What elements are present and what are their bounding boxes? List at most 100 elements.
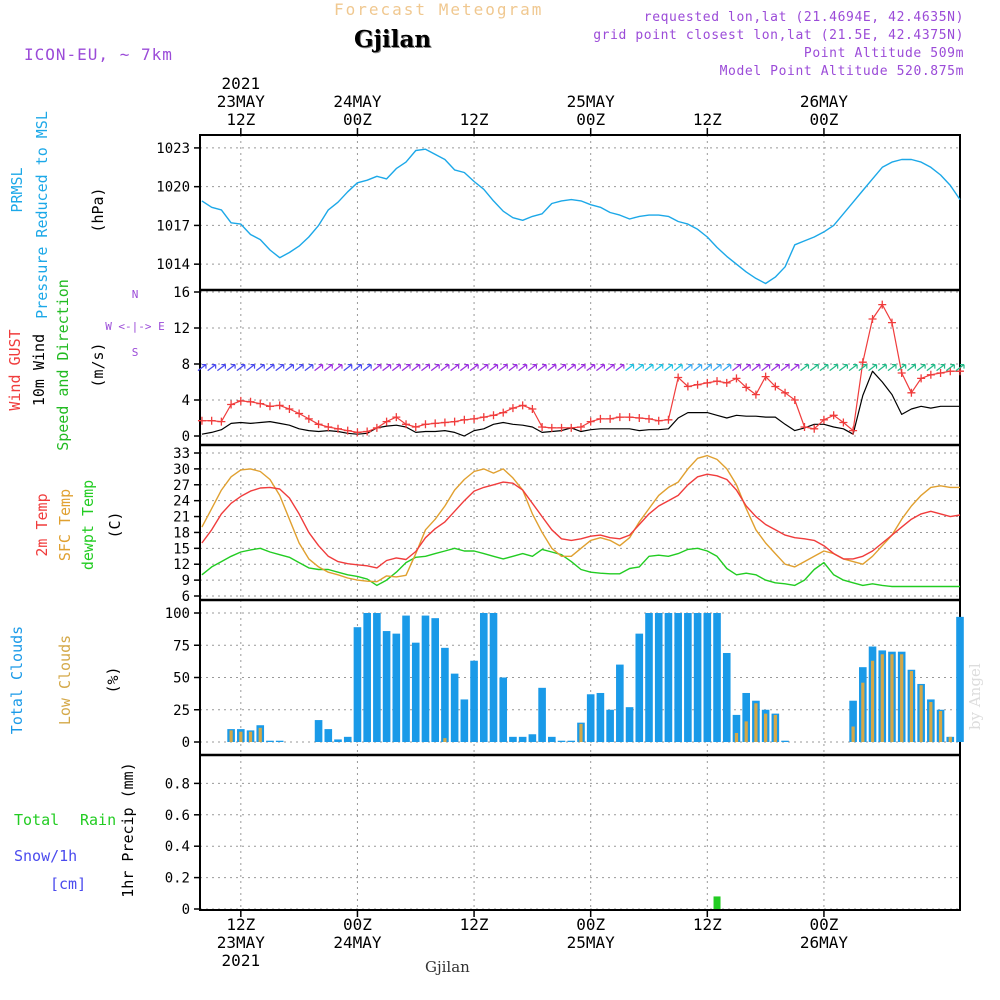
wind-direction-arrow <box>945 364 955 372</box>
model-point-altitude: Model Point Altitude 520.875m <box>719 64 964 79</box>
wind-gust-marker <box>227 400 236 409</box>
y-tick-label: 6 <box>182 589 190 605</box>
total-cloud-bar <box>557 740 566 742</box>
wind-direction-arrow <box>800 364 810 372</box>
wind-gust-marker <box>664 415 673 424</box>
top-axis-label: 12Z <box>460 110 489 129</box>
y-tick-label: 8 <box>182 357 190 373</box>
rain-label: Rain <box>80 811 116 829</box>
y-tick-label: 0 <box>182 902 190 918</box>
wind-direction-arrow <box>489 364 499 372</box>
requested-coords: requested lon,lat (21.4694E, 42.4635N) <box>643 10 964 25</box>
wind-direction-arrow <box>790 364 800 372</box>
total-cloud-bar <box>460 699 469 742</box>
total-cloud-bar <box>732 714 741 742</box>
wind-gust-marker <box>470 414 479 423</box>
wind-gust-marker <box>635 414 644 422</box>
wind-direction-arrow <box>848 364 858 372</box>
wind-direction-arrow <box>391 364 401 372</box>
wind-direction-arrow <box>362 364 372 372</box>
y-tick-label: 21 <box>173 510 190 526</box>
wind-gust-marker <box>839 418 848 427</box>
total-cloud-bar <box>382 631 391 742</box>
location-title: Gjilan <box>354 26 432 53</box>
low-cloud-bar <box>773 714 777 742</box>
wind-gust-marker <box>499 408 508 417</box>
bottom-axis-label: 26MAY <box>800 933 849 952</box>
y-tick-label: 1023 <box>156 141 190 157</box>
wind-gust-marker <box>829 411 838 420</box>
wind-unit: (m/s) <box>89 342 107 387</box>
y-tick-label: 15 <box>173 541 190 557</box>
wind-direction-arrow <box>770 364 780 372</box>
low-cloud-bar <box>248 731 253 742</box>
low-cloud-bar <box>929 702 933 742</box>
wind-gust-marker <box>363 427 372 436</box>
y-tick-label: 0.6 <box>165 808 190 824</box>
total-cloud-bar <box>373 613 381 742</box>
wind-direction-arrow <box>479 364 489 372</box>
total-cloud-bar <box>402 615 410 742</box>
total-cloud-bar <box>392 633 401 742</box>
compass-north: N <box>132 288 139 301</box>
wind-gust-marker <box>518 401 527 410</box>
wind-gust-marker <box>878 300 887 309</box>
y-tick-label: 0.2 <box>165 871 190 887</box>
wind-gust-marker <box>314 420 323 429</box>
wind-direction-arrow <box>809 364 819 372</box>
total-cloud-bar <box>343 736 352 742</box>
wind-gust-marker <box>334 424 343 433</box>
bottom-axis-label: 00Z <box>809 915 838 934</box>
wind-direction-arrow <box>430 364 440 372</box>
wind-10m-label: 10m Wind <box>30 334 48 406</box>
low-cloud-bar <box>948 736 952 742</box>
wind-direction-arrow <box>936 364 946 372</box>
total-cloud-bar <box>489 613 498 742</box>
y-tick-label: 1017 <box>156 218 190 234</box>
y-tick-label: 0 <box>182 429 190 445</box>
y-tick-label: 33 <box>173 446 190 462</box>
wind-gust-marker <box>402 420 411 429</box>
pressure-label-msl: Pressure Reduced to MSL <box>33 111 51 319</box>
wind-direction-arrow <box>469 364 479 372</box>
wind-direction-arrow <box>780 364 790 372</box>
total-cloud-bar <box>441 647 449 742</box>
wind-direction-arrow <box>576 364 586 372</box>
low-cloud-bar <box>880 654 884 742</box>
wind-direction-arrow <box>226 364 236 372</box>
wind-gust-marker <box>450 417 459 426</box>
total-cloud-bar <box>742 692 750 742</box>
wind-gust-marker <box>256 399 265 408</box>
wind-gust-marker <box>372 423 381 432</box>
wind-gust-marker <box>528 405 537 413</box>
wind-direction-arrow <box>702 364 712 372</box>
total-cloud-bar <box>693 613 702 742</box>
wind-gust-marker <box>392 413 401 422</box>
wind-direction-arrow <box>459 364 469 372</box>
low-cloud-bar <box>229 730 233 742</box>
bottom-axis-label: 23MAY <box>217 933 266 952</box>
total-cloud-bar <box>353 627 362 742</box>
total-cloud-bar <box>479 613 488 742</box>
wind-gust-marker <box>576 423 585 431</box>
y-tick-label: 0 <box>182 735 190 751</box>
low-cloud-bar <box>754 703 758 742</box>
wind-direction-arrow <box>586 364 596 372</box>
y-tick-label: 27 <box>173 478 190 494</box>
dewpoint-line <box>201 547 960 588</box>
wind-gust-marker <box>819 415 828 424</box>
wind-direction-arrow <box>498 364 508 372</box>
wind-direction-arrow <box>518 364 528 372</box>
total-cloud-bar <box>616 664 624 742</box>
total-cloud-bar <box>538 687 546 742</box>
bottom-axis-label: 00Z <box>576 915 605 934</box>
wind-gust-marker <box>683 382 692 391</box>
wind-gust-marker <box>732 374 741 383</box>
wind-direction-arrow <box>255 364 265 372</box>
y-tick-label: 24 <box>173 494 190 510</box>
y-tick-label: 0.8 <box>165 776 190 792</box>
y-tick-label: 30 <box>173 462 190 478</box>
wind-direction-arrow <box>654 364 664 372</box>
wind-direction-arrow <box>722 364 732 372</box>
